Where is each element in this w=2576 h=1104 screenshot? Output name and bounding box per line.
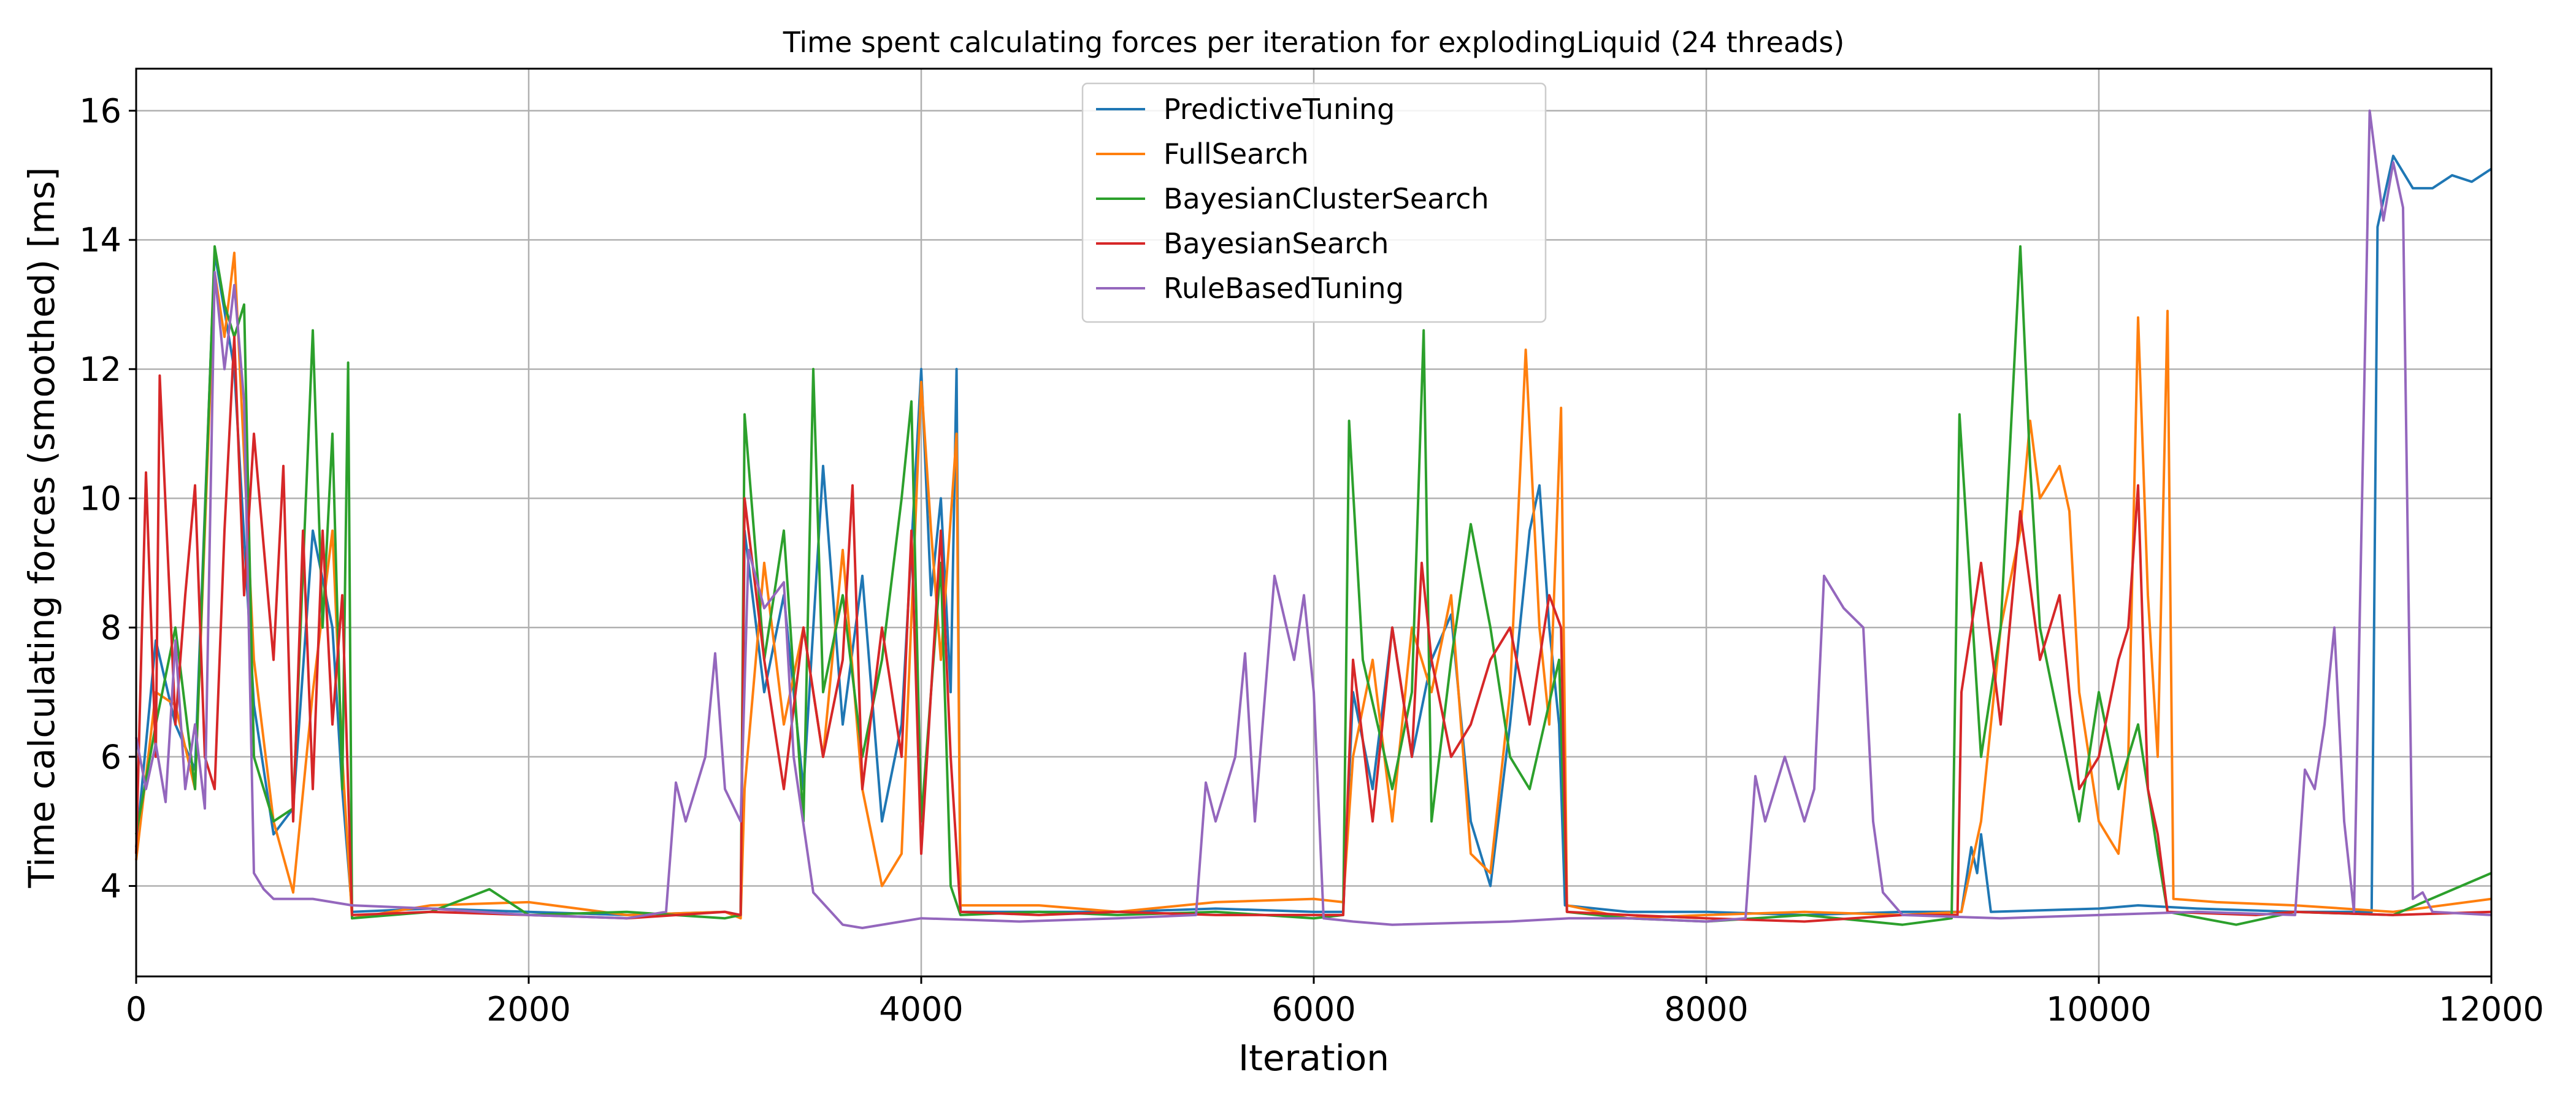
x-tick-label: 0 <box>126 990 147 1029</box>
series-line-RuleBasedTuning <box>135 109 2492 929</box>
chart-title: Time spent calculating forces per iterat… <box>783 26 1845 59</box>
legend-label: RuleBasedTuning <box>1163 272 1404 305</box>
y-tick-label: 10 <box>79 479 121 518</box>
series-lines <box>135 109 2493 929</box>
legend-label: FullSearch <box>1163 137 1309 171</box>
y-tick-label: 6 <box>101 738 121 776</box>
x-tick-label: 10000 <box>2046 990 2152 1029</box>
x-tick-label: 8000 <box>1664 990 1748 1029</box>
y-tick-label: 4 <box>101 867 121 906</box>
legend-label: BayesianSearch <box>1163 227 1389 260</box>
series-line-BayesianSearch <box>135 335 2492 923</box>
y-tick-label: 14 <box>79 221 121 259</box>
y-axis: 4 6 8 10 12 14 16 <box>79 91 136 906</box>
x-tick-label: 2000 <box>486 990 570 1029</box>
legend-label: PredictiveTuning <box>1163 93 1395 126</box>
legend-frame <box>1081 82 1547 323</box>
x-tick-label: 4000 <box>879 990 963 1029</box>
y-tick-label: 8 <box>101 608 121 647</box>
y-tick-label: 16 <box>79 91 121 130</box>
legend: PredictiveTuning FullSearch BayesianCluste… <box>1081 82 1547 323</box>
series-line-FullSearch <box>135 251 2492 920</box>
legend-label: BayesianClusterSearch <box>1163 182 1489 215</box>
y-axis-label: Time calculating forces (smoothed) [ms] <box>21 167 63 888</box>
x-tick-label: 6000 <box>1271 990 1355 1029</box>
x-axis-label: Iteration <box>1238 1037 1389 1079</box>
x-axis: 0 2000 4000 6000 8000 10000 12000 <box>126 976 2544 1029</box>
y-tick-label: 12 <box>79 350 121 389</box>
x-tick-label: 12000 <box>2439 990 2544 1029</box>
